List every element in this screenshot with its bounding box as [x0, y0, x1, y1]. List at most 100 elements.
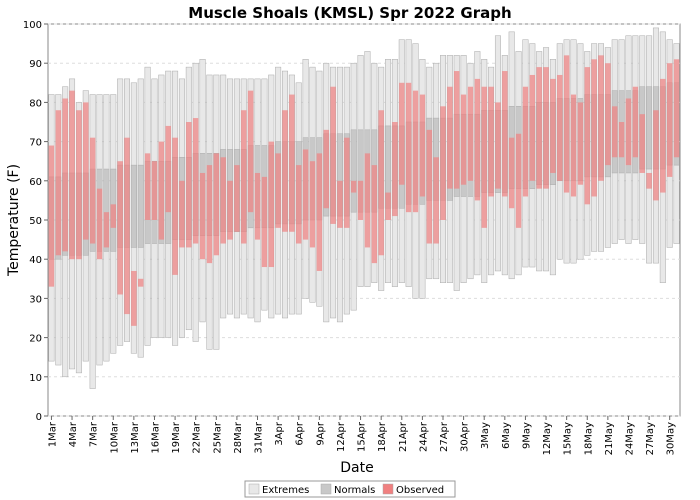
range-bar: [488, 86, 494, 197]
x-tick-label: 16Mar: [150, 421, 161, 453]
range-bar: [48, 145, 55, 287]
range-bar: [110, 204, 117, 228]
x-tick-label: 19Mar: [171, 421, 182, 453]
range-bar: [179, 180, 185, 248]
range-bar: [646, 86, 653, 170]
x-tick-label: 4Mar: [68, 421, 79, 447]
x-tick-label: 25Mar: [212, 421, 223, 453]
range-bar: [275, 153, 281, 228]
x-tick-label: 13Mar: [130, 421, 141, 453]
x-tick-label: 12Apr: [336, 421, 347, 452]
range-bar: [330, 86, 336, 224]
range-bar: [557, 74, 563, 181]
legend-swatch: [382, 483, 394, 495]
x-tick-label: 15May: [563, 422, 574, 455]
range-bar: [357, 180, 364, 220]
range-bar: [591, 59, 597, 197]
range-bar: [62, 98, 68, 252]
range-bar: [131, 270, 137, 326]
range-bar: [124, 137, 130, 315]
x-tick-label: 18Apr: [377, 421, 388, 452]
y-tick-label: 50: [29, 216, 42, 227]
range-bar: [55, 110, 62, 256]
range-bar: [508, 137, 515, 209]
x-tick-label: 12May: [542, 422, 553, 455]
range-bar: [419, 94, 426, 197]
range-bar: [89, 137, 96, 244]
range-bar: [254, 172, 261, 240]
x-tick-label: 21May: [604, 422, 615, 455]
legend-swatch: [248, 483, 260, 495]
range-bar: [220, 157, 226, 244]
range-bar: [350, 180, 357, 193]
range-bar: [543, 67, 549, 189]
x-tick-label: 27May: [645, 422, 656, 455]
range-bar: [433, 157, 439, 244]
x-tick-label: 9May: [521, 422, 532, 449]
x-tick-label: 21Apr: [398, 421, 409, 452]
y-tick-label: 70: [29, 138, 42, 149]
range-bar: [295, 165, 302, 244]
range-bar: [309, 161, 316, 248]
range-bar: [337, 180, 343, 228]
range-bar: [598, 55, 604, 181]
range-bar: [467, 86, 474, 181]
y-tick-label: 80: [29, 98, 42, 109]
range-bar: [666, 63, 673, 177]
range-bar: [474, 78, 481, 201]
y-tick-label: 10: [29, 373, 42, 384]
range-bar: [460, 94, 467, 185]
range-bar: [577, 102, 584, 185]
range-bar: [158, 141, 165, 240]
range-bar: [103, 212, 110, 248]
range-bar: [344, 137, 350, 228]
x-tick-label: 3May: [480, 422, 491, 449]
range-bar: [213, 153, 220, 256]
range-bar: [385, 192, 391, 220]
legend-label: Normals: [334, 485, 375, 496]
range-bar: [529, 74, 536, 181]
range-bar: [378, 110, 384, 256]
range-bar: [247, 90, 254, 213]
range-bar: [405, 82, 412, 213]
range-bar: [268, 141, 275, 268]
range-bar: [392, 122, 398, 217]
range-bar: [69, 90, 75, 260]
x-tick-label: 30Apr: [460, 421, 471, 452]
y-tick-label: 20: [29, 334, 42, 345]
range-bar: [570, 94, 577, 197]
x-tick-label: 6May: [501, 422, 512, 449]
range-bar: [563, 55, 570, 193]
y-tick-label: 0: [36, 412, 42, 423]
x-tick-label: 6Apr: [295, 421, 306, 446]
range-bar: [611, 106, 618, 158]
range-bar: [302, 149, 309, 240]
x-tick-label: 9Apr: [315, 421, 326, 446]
range-bar: [289, 94, 295, 232]
range-bar: [412, 90, 419, 213]
range-bar: [584, 67, 591, 205]
legend-box: [244, 480, 456, 498]
range-bar: [536, 67, 542, 189]
x-tick-label: 28Mar: [233, 421, 244, 453]
range-bar: [199, 172, 206, 260]
range-bar: [364, 153, 371, 248]
range-bar: [350, 129, 357, 213]
y-tick-label: 30: [29, 294, 42, 305]
range-bar: [137, 164, 144, 248]
x-tick-label: 10Mar: [109, 421, 120, 453]
x-tick-label: 18May: [583, 422, 594, 455]
range-bar: [316, 153, 323, 271]
range-bar: [206, 165, 213, 264]
range-bar: [632, 86, 639, 158]
chart-title: Muscle Shoals (KMSL) Spr 2022 Graph: [188, 4, 511, 22]
x-tick-label: 1Mar: [47, 421, 58, 447]
range-bar: [282, 110, 288, 232]
range-bar: [453, 71, 460, 189]
range-bar: [646, 172, 652, 189]
legend-swatch: [320, 483, 332, 495]
x-axis-title: Date: [340, 460, 373, 476]
y-tick-label: 90: [29, 59, 42, 70]
range-bar: [117, 161, 123, 295]
